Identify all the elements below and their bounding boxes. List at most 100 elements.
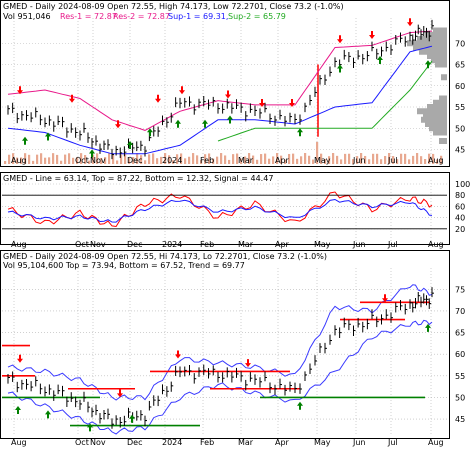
x-tick-label: 2024 xyxy=(162,156,182,165)
volume-bar xyxy=(164,153,167,164)
volume-bar xyxy=(120,154,123,164)
axis-ticks: Aug Oct Nov Dec 2024 Feb Mar Apr May Jun Jul AugAug… xyxy=(11,39,470,447)
volume-bar xyxy=(424,159,427,164)
signal-line xyxy=(7,198,433,223)
volume-profile-bin xyxy=(439,95,447,102)
x-tick-label: Nov xyxy=(90,240,106,249)
lower-band xyxy=(7,319,433,435)
sell-arrow-icon xyxy=(115,120,121,129)
sell-arrow-icon xyxy=(407,18,413,27)
volume-bar xyxy=(348,153,351,164)
volume-bar xyxy=(372,153,375,164)
x-tick-label: Mar xyxy=(238,156,254,165)
volume-profile-bin xyxy=(421,116,447,123)
buy-arrow-icon xyxy=(87,423,93,432)
volume-bar xyxy=(344,153,347,164)
volume-bar xyxy=(236,153,239,164)
volume-bar xyxy=(196,155,199,164)
x-tick-label: Aug xyxy=(428,240,444,249)
x-tick-label: Oct xyxy=(75,438,89,447)
buy-arrow-icon xyxy=(425,323,431,332)
volume-profile-bin xyxy=(417,108,447,115)
volume-bar xyxy=(328,156,331,164)
x-tick-label: Mar xyxy=(238,438,254,447)
y-tick-label: 50 xyxy=(455,124,465,133)
x-tick-label: Jul xyxy=(387,438,398,447)
volume-bar xyxy=(68,153,71,164)
volume-bar xyxy=(56,154,59,164)
volume-bar xyxy=(316,141,319,164)
bottom-panel-subtitle: Vol 95,104,600 Top = 73.94, Bottom = 67.… xyxy=(3,261,245,270)
volume-bar xyxy=(400,153,403,164)
volume-bar xyxy=(160,156,163,164)
x-tick-label: Apr xyxy=(275,438,290,447)
x-tick-label: May xyxy=(314,156,331,165)
volume-bar xyxy=(340,159,343,164)
volume-bar xyxy=(256,159,259,164)
x-tick-label: Jun xyxy=(352,438,366,447)
y-tick-label: 45 xyxy=(455,146,465,155)
volume-bar xyxy=(180,153,183,164)
y-tick-label: 80 xyxy=(455,191,465,200)
top-panel-res1: Res-1 = 72.87 xyxy=(60,12,117,21)
y-tick-label: 40 xyxy=(455,214,465,223)
volume-bar xyxy=(324,158,327,164)
x-tick-label: Jul xyxy=(387,156,398,165)
buy-arrow-icon xyxy=(89,149,95,158)
volume-profile-bin xyxy=(435,61,447,68)
x-tick-label: Jul xyxy=(387,240,398,249)
volume-bar xyxy=(392,156,395,164)
buy-arrow-icon xyxy=(147,128,153,137)
sell-arrow-icon xyxy=(337,35,343,44)
volume-bar xyxy=(44,157,47,164)
sell-arrow-icon xyxy=(289,99,295,107)
volume-bar xyxy=(320,153,323,164)
top-panel-volume: Vol 951,046 xyxy=(3,12,51,21)
volume-bar xyxy=(132,156,135,164)
volume-profile-bin xyxy=(431,57,447,64)
y-tick-label: 45 xyxy=(455,415,465,424)
x-tick-label: May xyxy=(314,438,331,447)
volume-bar xyxy=(148,154,151,164)
x-tick-label: 2024 xyxy=(162,240,182,249)
mid-panel-title: GMED - Line = 63.14, Top = 87.22, Bottom… xyxy=(3,174,273,183)
volume-bar xyxy=(204,154,207,164)
buy-arrow-icon xyxy=(425,60,431,69)
buy-arrow-icon xyxy=(297,128,303,137)
volume-bar xyxy=(380,159,383,164)
volume-bar xyxy=(32,160,35,164)
volume-bar xyxy=(84,154,87,164)
volume-bar xyxy=(296,158,299,164)
volume-profile-bin xyxy=(417,36,447,42)
y-tick-label: 20 xyxy=(455,225,465,234)
volume-bars xyxy=(4,141,443,164)
volume-bar xyxy=(360,153,363,164)
x-tick-label: Aug xyxy=(428,438,444,447)
x-tick-label: Jun xyxy=(352,240,366,249)
volume-bar xyxy=(192,153,195,164)
sell-arrow-icon xyxy=(17,354,23,363)
top-panel-res2: Res-2 = 72.87 xyxy=(113,12,170,21)
volume-profile-bin xyxy=(427,53,447,59)
volume-bar xyxy=(60,160,63,164)
y-tick-label: 55 xyxy=(455,372,465,381)
volume-bar xyxy=(232,154,235,164)
volume-bar xyxy=(92,154,95,164)
y-tick-label: 65 xyxy=(455,329,465,338)
volume-bar xyxy=(112,155,115,164)
sell-arrow-icon xyxy=(117,389,123,398)
volume-bar xyxy=(224,155,227,164)
volume-bar xyxy=(404,153,407,164)
volume-profile-bin xyxy=(407,40,447,47)
volume-bar xyxy=(416,153,419,164)
top-panel-sup1: Sup-1 = 69.31, xyxy=(168,12,228,21)
y-tick-label: 70 xyxy=(455,39,465,48)
volume-bar xyxy=(428,153,431,164)
volume-bar xyxy=(352,159,355,164)
volume-profile xyxy=(407,27,447,144)
volume-bar xyxy=(80,153,83,164)
volume-bar xyxy=(168,155,171,164)
volume-bar xyxy=(176,154,179,164)
x-tick-label: Oct xyxy=(75,156,89,165)
